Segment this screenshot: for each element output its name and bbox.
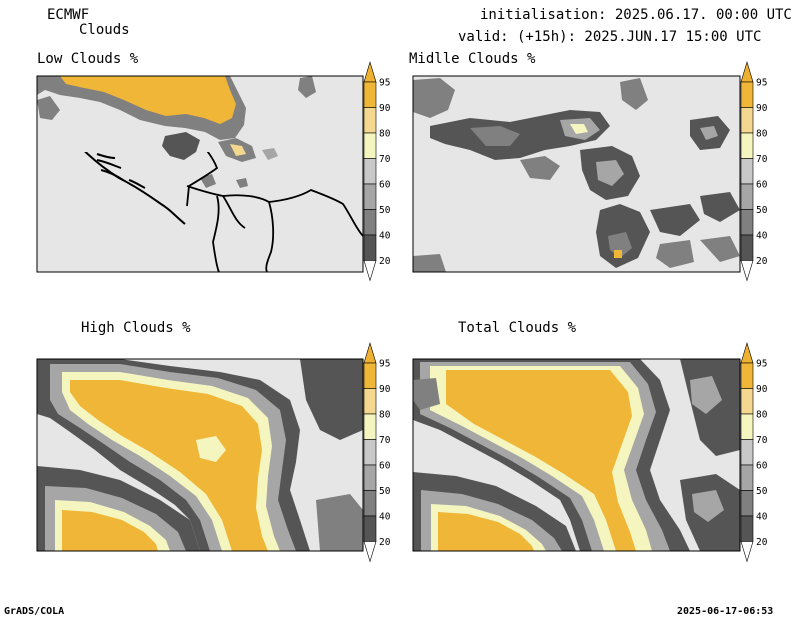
colorbar-tick-label: 50 [756,205,768,216]
colorbar-segment [363,439,377,466]
colorbar-tick-label: 70 [379,435,391,446]
valid-time: valid: (+15h): 2025.JUN.17 15:00 UTC [458,29,762,45]
colorbar-segment [740,490,754,517]
panel-title-high: High Clouds % [81,320,191,336]
colorbar-segment [363,234,377,261]
colorbar-tick-label: 95 [756,359,767,370]
colorbar-segment [740,362,754,389]
colorbar-tick-label: 90 [379,103,391,114]
colorbar-middle: 95 90 80 70 60 50 40 20 [740,60,768,282]
colorbar-tick-label: 60 [756,461,768,472]
colorbar-segment [740,464,754,491]
colorbar-segment [740,439,754,466]
colorbar-total: 95 90 80 70 60 50 40 20 [740,341,768,563]
colorbar-tick-label: 70 [756,154,768,165]
colorbar-tick-label: 70 [379,154,391,165]
product-name: Clouds [79,22,130,38]
footer-left: GrADS/COLA [4,606,65,617]
colorbar-segment [740,413,754,440]
panel-title-total: Total Clouds % [458,320,577,336]
colorbar-tick-label: 50 [379,486,391,497]
initialisation-time: initialisation: 2025.06.17. 00:00 UTC [480,7,792,23]
colorbar-segment [740,81,754,108]
colorbar-tick-label: 95 [756,78,767,89]
colorbar-tick-label: 40 [756,512,768,523]
colorbar-low: 95 90 80 70 60 50 40 20 [363,60,391,282]
model-name: ECMWF [47,7,90,23]
colorbar-top-triangle [740,60,754,83]
colorbar-tick-label: 20 [756,537,768,548]
colorbar-segment [363,158,377,185]
colorbar-segment [740,158,754,185]
map-panel-low [37,76,363,272]
map-panel-middle [413,76,740,272]
colorbar-tick-label: 40 [379,512,391,523]
colorbar-tick-label: 20 [756,256,768,267]
colorbar-tick-label: 50 [379,205,391,216]
colorbar-segment [740,132,754,159]
colorbar-segment [740,234,754,261]
colorbar-tick-label: 95 [379,78,390,89]
colorbar-segment [363,81,377,108]
colorbar-tick-label: 95 [379,359,390,370]
colorbar-bottom-triangle [363,541,377,563]
colorbar-segment [363,464,377,491]
colorbar-top-triangle [363,341,377,364]
colorbar-tick-label: 50 [756,486,768,497]
footer-right: 2025-06-17-06:53 [677,606,774,617]
frame-middle [412,75,741,273]
colorbar-segment [363,362,377,389]
colorbar-tick-label: 90 [756,103,768,114]
colorbar-segment [740,515,754,542]
colorbar-segment [740,183,754,210]
colorbar-segment [363,209,377,236]
colorbar-bottom-triangle [740,541,754,563]
panel-title-middle: Midlle Clouds % [409,51,536,67]
colorbar-segment [363,107,377,134]
colorbar-segment [363,515,377,542]
colorbar-segment [740,209,754,236]
colorbar-segment [363,183,377,210]
colorbar-bottom-triangle [363,260,377,282]
colorbar-top-triangle [740,341,754,364]
frame-low [36,75,364,273]
colorbar-tick-label: 80 [379,129,391,140]
colorbar-tick-label: 90 [756,384,768,395]
colorbar-tick-label: 60 [379,180,391,191]
colorbar-tick-label: 20 [379,537,391,548]
frame-total [412,358,741,552]
colorbar-segment [363,490,377,517]
colorbar-tick-label: 80 [756,129,768,140]
colorbar-tick-label: 90 [379,384,391,395]
colorbar-tick-label: 40 [379,231,391,242]
colorbar-high: 95 90 80 70 60 50 40 20 [363,341,391,563]
colorbar-tick-label: 80 [379,410,391,421]
colorbar-segment [740,388,754,415]
colorbar-top-triangle [363,60,377,83]
colorbar-segment [363,388,377,415]
frame-high [36,358,364,552]
colorbar-segment [740,107,754,134]
colorbar-tick-label: 20 [379,256,391,267]
map-panel-high [37,359,363,551]
map-panel-total [413,359,740,551]
colorbar-tick-label: 80 [756,410,768,421]
colorbar-segment [363,132,377,159]
colorbar-tick-label: 60 [756,180,768,191]
panel-title-low: Low Clouds % [37,51,139,67]
colorbar-tick-label: 60 [379,461,391,472]
colorbar-segment [363,413,377,440]
colorbar-tick-label: 70 [756,435,768,446]
colorbar-tick-label: 40 [756,231,768,242]
colorbar-bottom-triangle [740,260,754,282]
